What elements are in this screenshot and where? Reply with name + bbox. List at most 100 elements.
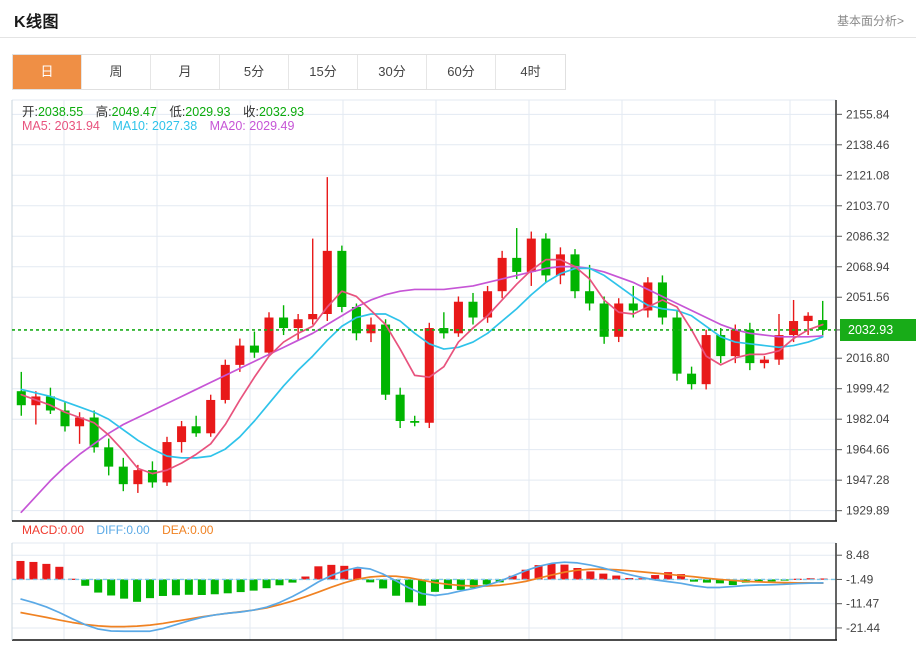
macd-bar (664, 572, 673, 580)
macd-bar (262, 579, 271, 589)
candle-body (351, 306, 361, 334)
candle-body (759, 359, 769, 364)
price-tick-label-0: 2155.84 (846, 107, 890, 121)
macd-bar (197, 579, 206, 596)
macd-bar (392, 579, 401, 596)
macd-bar (327, 564, 336, 580)
ma20-line (20, 265, 824, 514)
price-tick-label-5: 2068.94 (846, 260, 890, 274)
macd-bar (158, 579, 167, 596)
candle-body (16, 391, 26, 406)
price-tick-label-13: 1929.89 (846, 504, 890, 518)
candle-body (206, 399, 216, 434)
candle-body (60, 410, 70, 427)
macd-bar (508, 575, 517, 580)
macd-bar (482, 579, 491, 585)
price-tick-label-9: 1999.42 (846, 382, 890, 396)
macd-bar (29, 561, 38, 580)
candle-body (643, 282, 653, 311)
candle-body (220, 364, 230, 400)
tab-4[interactable]: 15分 (289, 55, 358, 89)
page-header: K线图 基本面分析> (0, 0, 916, 38)
price-tick-label-4: 2086.32 (846, 229, 890, 243)
candle-body (541, 238, 551, 276)
candle-body (264, 317, 274, 353)
macd-bar (145, 579, 155, 599)
candle-body (789, 321, 799, 336)
macd-bar (340, 565, 349, 580)
macd-bar (547, 563, 556, 580)
macd-bar (469, 579, 478, 588)
candle-body (512, 257, 522, 272)
candle-body (133, 470, 143, 485)
macd-bar (677, 574, 686, 580)
candle-body (177, 426, 187, 443)
candle-body (89, 417, 99, 448)
ma10-line (20, 267, 824, 459)
macd-tick-label-0: 8.48 (846, 548, 870, 562)
candle-body (235, 345, 245, 365)
tab-3[interactable]: 5分 (220, 55, 289, 89)
candle-body (249, 345, 259, 353)
price-tick-label-8: 2016.80 (846, 351, 890, 365)
macd-bar (55, 566, 64, 580)
candle-body (45, 396, 55, 411)
macd-bar (249, 579, 258, 591)
candle-body (424, 328, 434, 423)
candle-body (497, 257, 507, 292)
macd-bar (68, 578, 77, 580)
candle-body (337, 250, 347, 307)
price-tick-label-10: 1982.04 (846, 412, 890, 426)
macd-tick-label-3: -21.44 (846, 621, 880, 635)
candle-body (410, 421, 420, 423)
candle-body (716, 335, 726, 357)
candle-body (585, 291, 595, 304)
macd-bar (586, 571, 595, 580)
macd-bar (133, 579, 142, 602)
ma5-line (20, 258, 824, 475)
macd-bar (728, 579, 737, 586)
macd-bar (599, 573, 608, 580)
price-tick-label-6: 2051.56 (846, 290, 890, 304)
candle-body (526, 238, 536, 272)
kline-svg[interactable]: 2155.84 2138.46 2121.08 2103.70 2086.32 2068.… (0, 91, 916, 652)
candle-body (701, 335, 711, 385)
candle-body (381, 324, 391, 395)
fundamental-analysis-link[interactable]: 基本面分析> (836, 14, 904, 28)
tab-1[interactable]: 周 (82, 55, 151, 89)
price-tick-label-12: 1947.28 (846, 473, 890, 487)
page-title: K线图 (14, 14, 60, 31)
macd-bar (120, 579, 129, 599)
candle-body (483, 291, 493, 318)
macd-bar (754, 579, 763, 582)
tab-6[interactable]: 60分 (427, 55, 496, 89)
candle-body (162, 442, 172, 483)
macd-bar (430, 579, 439, 592)
macd-bar (236, 579, 245, 593)
tab-0[interactable]: 日 (13, 55, 82, 89)
candle-body (118, 466, 128, 485)
macd-bar (819, 578, 828, 580)
macd-bar (405, 579, 414, 603)
candle-body (745, 329, 755, 364)
candle-body (555, 254, 565, 276)
candle-body (614, 303, 624, 337)
macd-bar (16, 560, 25, 580)
tab-2[interactable]: 月 (151, 55, 220, 89)
tab-5[interactable]: 30分 (358, 55, 427, 89)
tab-7[interactable]: 4时 (496, 55, 565, 89)
macd-bar (171, 579, 180, 596)
macd-bar (521, 569, 530, 580)
macd-bar (353, 568, 362, 580)
macd-tick-label-2: -11.47 (846, 597, 879, 611)
macd-bar (223, 579, 232, 594)
candle-body (191, 426, 201, 434)
period-tabbar[interactable]: 日周月 5分 15分 30分 60分 4时 (12, 54, 566, 90)
chart-area[interactable]: 2155.84 2138.46 2121.08 2103.70 2086.32 2068.… (0, 91, 916, 652)
candle-body (293, 319, 303, 329)
candle-body (599, 303, 609, 337)
macd-bar (689, 579, 699, 582)
price-tick-label-11: 1964.66 (846, 443, 890, 457)
price-tick-label-3: 2103.70 (846, 199, 890, 213)
